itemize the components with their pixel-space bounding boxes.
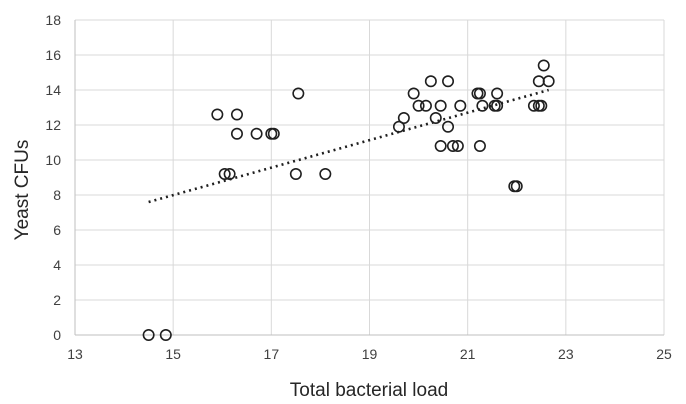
data-point: [319, 168, 332, 181]
x-tick-label: 25: [656, 346, 672, 362]
y-tick-label: 0: [53, 327, 61, 343]
data-point: [250, 127, 263, 140]
data-point: [491, 87, 504, 100]
data-point: [510, 180, 523, 193]
data-point: [508, 180, 521, 193]
data-point: [527, 99, 540, 112]
data-point: [537, 59, 550, 72]
data-point: [289, 168, 302, 181]
data-point: [535, 99, 548, 112]
y-tick-label: 16: [45, 47, 61, 63]
data-point: [267, 127, 280, 140]
data-point: [397, 112, 410, 125]
data-point: [454, 99, 467, 112]
x-tick-labels: 13 15 17 19 21 23 25: [67, 346, 672, 362]
y-tick-label: 10: [45, 152, 61, 168]
data-point: [218, 168, 231, 181]
data-point: [412, 99, 425, 112]
x-tick-label: 23: [558, 346, 574, 362]
data-point: [446, 140, 459, 153]
data-point: [223, 168, 236, 181]
y-tick-labels: 0 2 4 6 8 10 12 14 16 18: [45, 12, 61, 343]
y-tick-label: 18: [45, 12, 61, 28]
data-points: [142, 59, 555, 341]
data-point: [476, 99, 489, 112]
axes: [74, 20, 664, 336]
data-point: [442, 75, 455, 88]
y-tick-label: 4: [53, 257, 61, 273]
x-tick-label: 19: [362, 346, 378, 362]
y-tick-label: 2: [53, 292, 61, 308]
data-point: [532, 75, 545, 88]
data-point: [424, 75, 437, 88]
x-tick-label: 17: [264, 346, 280, 362]
data-point: [434, 99, 447, 112]
x-tick-label: 13: [67, 346, 83, 362]
x-tick-label: 15: [165, 346, 181, 362]
data-point: [292, 87, 305, 100]
data-point: [159, 328, 172, 341]
data-point: [211, 108, 224, 121]
data-point: [451, 140, 464, 153]
data-point: [419, 99, 432, 112]
y-tick-label: 6: [53, 222, 61, 238]
data-point: [230, 127, 243, 140]
data-point: [392, 120, 405, 133]
trendline-group: [148, 88, 550, 204]
data-point: [542, 75, 555, 88]
data-point: [442, 120, 455, 133]
data-point: [434, 140, 447, 153]
x-tick-label: 21: [460, 346, 476, 362]
data-point: [429, 112, 442, 125]
data-point: [491, 99, 504, 112]
data-point: [230, 108, 243, 121]
trendline: [148, 88, 550, 204]
x-axis-title: Total bacterial load: [290, 380, 448, 401]
data-point: [473, 140, 486, 153]
data-point: [142, 328, 155, 341]
y-tick-label: 12: [45, 117, 61, 133]
data-point: [407, 87, 420, 100]
y-axis-title: Yeast CFUs: [12, 140, 33, 241]
grid-lines: [75, 19, 665, 335]
y-tick-label: 14: [45, 82, 61, 98]
y-tick-label: 8: [53, 187, 61, 203]
data-point: [473, 87, 486, 100]
